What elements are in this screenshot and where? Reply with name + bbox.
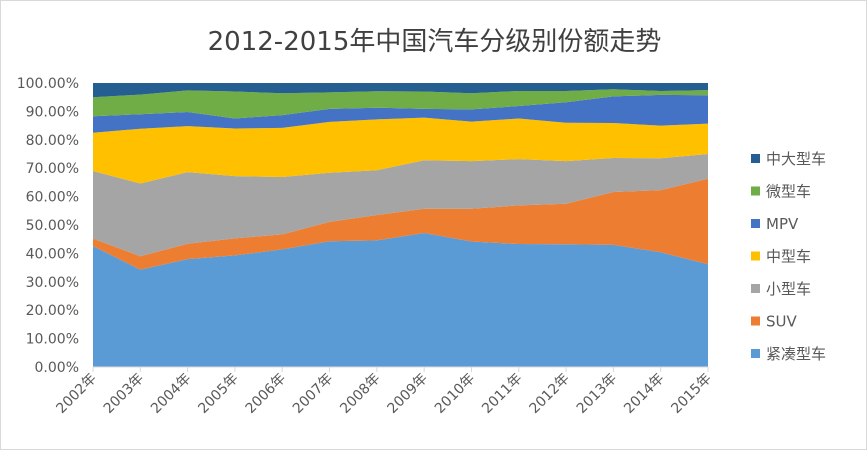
area-series-3 (93, 117, 708, 184)
legend-label: MPV (766, 215, 799, 233)
x-tick-label: 2010年 (432, 371, 478, 417)
x-tick-label: 2009年 (385, 371, 431, 417)
x-tick-label: 2013年 (574, 371, 620, 417)
x-tick-label: 2007年 (290, 371, 336, 417)
legend-label: 中型车 (766, 248, 811, 266)
legend-label: 中大型车 (766, 150, 826, 168)
legend-swatch (751, 349, 760, 358)
y-tick-label: 100.00% (17, 76, 79, 92)
y-tick-label: 20.00% (26, 303, 79, 319)
legend-swatch (751, 316, 760, 326)
x-tick-label: 2014年 (621, 371, 667, 417)
chart-title: 2012-2015年中国汽车分级别份额走势 (207, 27, 662, 57)
x-tick-label: 2012年 (526, 371, 572, 417)
area-series-4 (93, 94, 708, 133)
area-series-1 (93, 178, 708, 270)
y-tick-label: 90.00% (26, 104, 79, 120)
y-tick-label: 60.00% (26, 190, 79, 206)
area-series-5 (93, 89, 708, 119)
x-tick-label: 2002年 (53, 371, 99, 417)
x-tick-label: 2011年 (479, 371, 525, 417)
x-tick-label: 2006年 (243, 371, 289, 417)
y-tick-label: 0.00% (35, 360, 79, 376)
legend-label: 微型车 (766, 183, 811, 201)
x-tick-label: 2005年 (195, 371, 241, 417)
y-tick-label: 70.00% (26, 161, 79, 177)
legend-swatch (751, 251, 760, 261)
y-tick-label: 80.00% (26, 133, 79, 149)
legend-swatch (751, 284, 760, 293)
y-tick-label: 40.00% (26, 246, 79, 262)
area-series-6 (93, 83, 708, 98)
legend-label: 紧凑型车 (766, 345, 826, 363)
x-tick-label: 2004年 (148, 371, 194, 417)
x-tick-label: 2003年 (101, 371, 147, 417)
area-series-0 (93, 232, 708, 367)
legend-swatch (751, 186, 760, 196)
y-tick-label: 10.00% (26, 332, 79, 348)
x-tick-label: 2008年 (337, 371, 383, 417)
x-tick-label: 2015年 (668, 371, 714, 417)
legend-swatch (751, 154, 760, 163)
legend-swatch (751, 219, 760, 228)
area-series-2 (93, 154, 708, 257)
legend-label: SUV (766, 313, 798, 331)
y-tick-label: 30.00% (26, 275, 79, 291)
y-tick-label: 50.00% (26, 218, 79, 234)
legend-label: 小型车 (766, 280, 811, 298)
